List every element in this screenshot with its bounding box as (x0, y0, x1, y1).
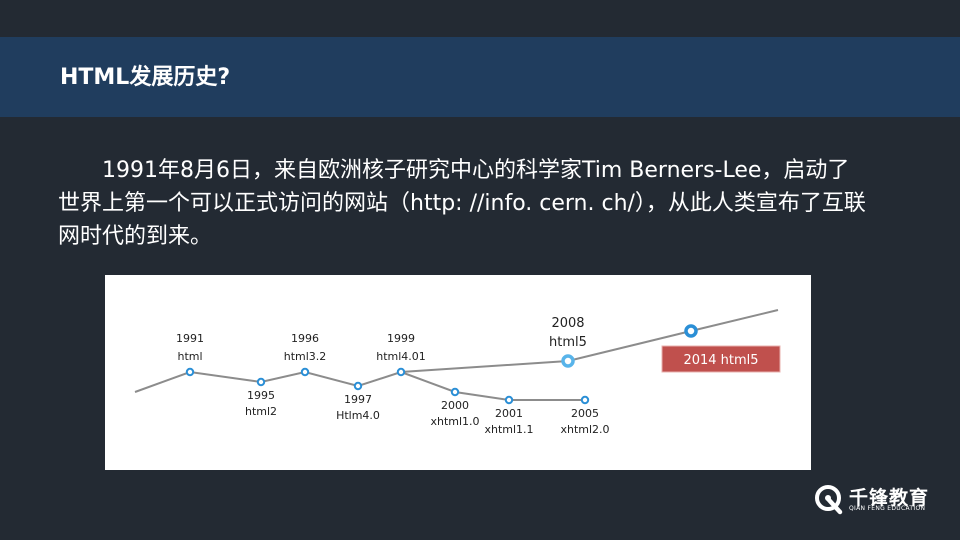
logo-name-en: QIAN FENG EDUCATION (849, 505, 926, 512)
title-bar: HTML发展历史? (0, 37, 960, 117)
timeline-line-xhtml-branch (400, 371, 585, 401)
timeline-label-1991: 1991 html (176, 332, 204, 363)
timeline-year-1995: 1995 (247, 389, 275, 402)
timeline-year-1999: 1999 (387, 332, 415, 345)
timeline-node-2014 (684, 324, 698, 338)
timeline-node-2008 (561, 354, 575, 368)
timeline-version-1996: html3.2 (284, 350, 327, 363)
timeline-label-1996: 1996 html3.2 (284, 332, 327, 363)
timeline-version-2001: xhtml1.1 (484, 423, 533, 436)
timeline-year-2000: 2000 (441, 399, 469, 412)
logo-name-cn: 千锋教育 (849, 487, 930, 509)
timeline-version-1995: html2 (245, 405, 277, 418)
timeline-node-1996 (300, 367, 310, 377)
timeline-panel: 1991 html 1995 html2 1996 html3.2 1997 Htlm4.0 1… (105, 275, 811, 470)
timeline-version-2005: xhtml2.0 (560, 423, 609, 436)
timeline-year-1997: 1997 (344, 393, 372, 406)
timeline-label-2008: 2008 html5 (549, 316, 587, 350)
timeline-node-1999 (396, 367, 406, 377)
timeline-year-2008: 2008 (551, 316, 584, 331)
timeline-year-2005: 2005 (571, 407, 599, 420)
timeline-version-1999: html4.01 (376, 350, 426, 363)
callout-label-2014: 2014 html5 (683, 353, 758, 368)
timeline-year-1991: 1991 (176, 332, 204, 345)
timeline-node-2005 (580, 395, 590, 405)
intro-paragraph: 1991年8月6日，来自欧洲核子研究中心的科学家Tim Berners-Lee，… (58, 154, 868, 253)
q-logo-icon (815, 485, 843, 515)
timeline-year-2001: 2001 (495, 407, 523, 420)
timeline-version-2000: xhtml1.0 (430, 415, 479, 428)
timeline-node-2000 (450, 387, 460, 397)
timeline-label-1997: 1997 Htlm4.0 (336, 393, 380, 422)
timeline-version-1991: html (177, 350, 202, 363)
slide-title: HTML发展历史? (60, 65, 231, 90)
timeline-year-1996: 1996 (291, 332, 319, 345)
timeline-label-2001: 2001 xhtml1.1 (484, 407, 533, 436)
timeline-version-2008: html5 (549, 335, 587, 350)
intro-paragraph-text: 1991年8月6日，来自欧洲核子研究中心的科学家Tim Berners-Lee，… (58, 158, 866, 249)
timeline-node-1995 (256, 377, 266, 387)
timeline-node-2001 (504, 395, 514, 405)
callout-box-2014 (661, 345, 781, 373)
timeline-label-2005: 2005 xhtml2.0 (560, 407, 609, 436)
brand-logo: 千锋教育 QIAN FENG EDUCATION (813, 483, 943, 515)
timeline-node-1997 (353, 381, 363, 391)
timeline-label-1999: 1999 html4.01 (376, 332, 426, 363)
timeline-label-1995: 1995 html2 (245, 389, 277, 418)
timeline-node-1991 (185, 367, 195, 377)
timeline-label-2000: 2000 xhtml1.0 (430, 399, 479, 428)
timeline-version-1997: Htlm4.0 (336, 409, 380, 422)
